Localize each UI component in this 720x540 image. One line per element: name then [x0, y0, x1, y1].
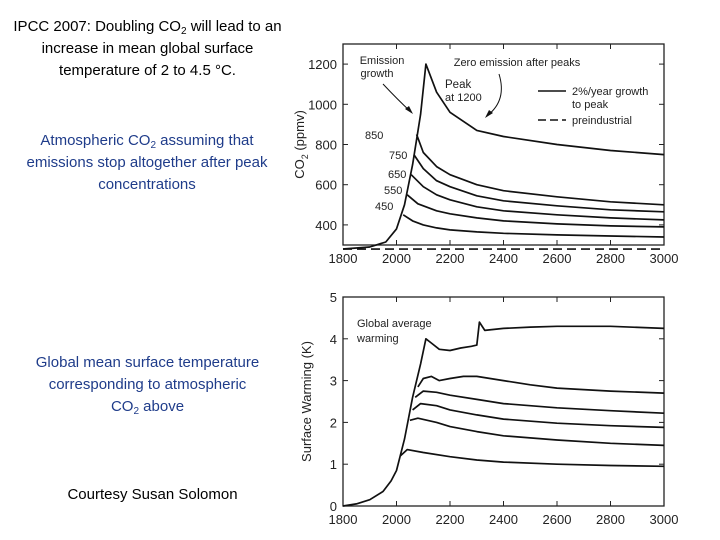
zero-emission-arrow — [487, 73, 502, 116]
peak-label: Peak — [445, 79, 471, 91]
series-line-550 — [406, 194, 665, 228]
zero-emission-label: Zero emission after peaks — [454, 57, 581, 69]
x-tick-label: 2200 — [436, 251, 465, 266]
emission-growth-label: Emission — [360, 55, 405, 67]
x-tick-label: 2400 — [489, 512, 518, 527]
slide-title: IPCC 2007: Doubling CO2 will lead to an … — [13, 18, 282, 79]
co2-chart: 1800 2000 2200 2400 2600 2800 3000 400 600 800 100… — [292, 43, 679, 266]
y-tick-label: 3 — [330, 374, 337, 389]
y-tick-label: 1000 — [308, 97, 337, 112]
y-tick-label: 600 — [315, 178, 337, 193]
series-line-850 — [415, 134, 665, 206]
emission-growth-label: growth — [360, 68, 393, 80]
legend-label: preindustrial — [572, 115, 632, 127]
y-tick-label: 800 — [315, 138, 337, 153]
peak-value-label: 650 — [388, 169, 406, 181]
x-tick-label: 2000 — [382, 512, 411, 527]
peak-label: at 1200 — [445, 92, 482, 104]
legend-label: to peak — [572, 99, 609, 111]
x-tick-label: 1800 — [329, 251, 358, 266]
y-tick-label: 4 — [330, 332, 337, 347]
emission-arrow-head — [405, 106, 413, 114]
x-tick-label: 2400 — [489, 251, 518, 266]
x-tick-label: 2200 — [436, 512, 465, 527]
y-tick-label: 5 — [330, 290, 337, 305]
x-tick-label: 2800 — [596, 251, 625, 266]
series-line-450 — [402, 214, 665, 238]
global-warming-label: Global average — [357, 318, 432, 330]
peak-value-label: 550 — [384, 185, 402, 197]
y-axis-label: Surface Warming (K) — [299, 341, 314, 462]
y-tick-label: 0 — [330, 499, 337, 514]
y-tick-label: 2 — [330, 415, 337, 430]
series-line-650 — [410, 174, 665, 221]
y-tick-label: 1 — [330, 457, 337, 472]
zero-emission-arrow-head — [485, 110, 493, 118]
series-line-1200 — [342, 321, 665, 507]
x-tick-label: 2800 — [596, 512, 625, 527]
series-line-850 — [417, 375, 665, 394]
series-line-1200 — [342, 63, 665, 250]
peak-value-label: 850 — [365, 130, 383, 142]
x-tick-label: 2600 — [543, 251, 572, 266]
series-line-750 — [414, 390, 665, 415]
credit-text: Courtesy Susan Solomon — [67, 486, 238, 503]
legend-label: 2%/year growth — [572, 86, 648, 98]
peak-value-label: 450 — [375, 201, 393, 213]
x-tick-label: 1800 — [329, 512, 358, 527]
series-line-650 — [412, 402, 665, 429]
co2-caption: Atmospheric CO2 assuming that emissions … — [26, 132, 268, 193]
temperature-caption: Global mean surface temperature correspo… — [35, 354, 260, 417]
x-tick-label: 2600 — [543, 512, 572, 527]
y-axis-label: CO2 (ppmv) — [292, 110, 310, 179]
series-line-550 — [409, 417, 665, 447]
series-line-750 — [413, 154, 665, 213]
x-tick-label: 2000 — [382, 251, 411, 266]
series-line-450 — [399, 448, 665, 468]
x-tick-label: 3000 — [650, 512, 679, 527]
y-tick-label: 1200 — [308, 57, 337, 72]
x-tick-label: 3000 — [650, 251, 679, 266]
peak-value-label: 750 — [389, 150, 407, 162]
global-warming-label: warming — [356, 333, 399, 345]
warming-chart: 1800 2000 2200 2400 2600 2800 3000 0 1 2 3 4 5 Surfac… — [299, 290, 678, 527]
y-tick-label: 400 — [315, 218, 337, 233]
